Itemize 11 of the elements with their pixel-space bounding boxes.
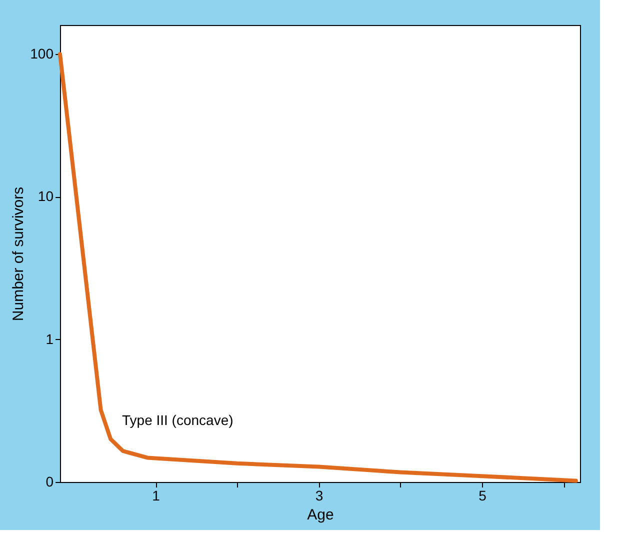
y-tick-label: 10 <box>38 188 54 204</box>
y-tick-label: 1 <box>46 330 54 347</box>
line-series <box>58 52 578 483</box>
x-tick-label: 3 <box>315 488 324 504</box>
x-tick-label: 1 <box>152 488 160 504</box>
x-axis-title: Age <box>307 506 334 524</box>
y-tick-label: 100 <box>30 46 54 62</box>
annotation: Type III (concave) <box>122 412 234 428</box>
y-tick-label: 0 <box>46 474 54 490</box>
y-axis-title: Number of survivors <box>10 186 28 322</box>
x-tick-label: 5 <box>478 488 487 504</box>
